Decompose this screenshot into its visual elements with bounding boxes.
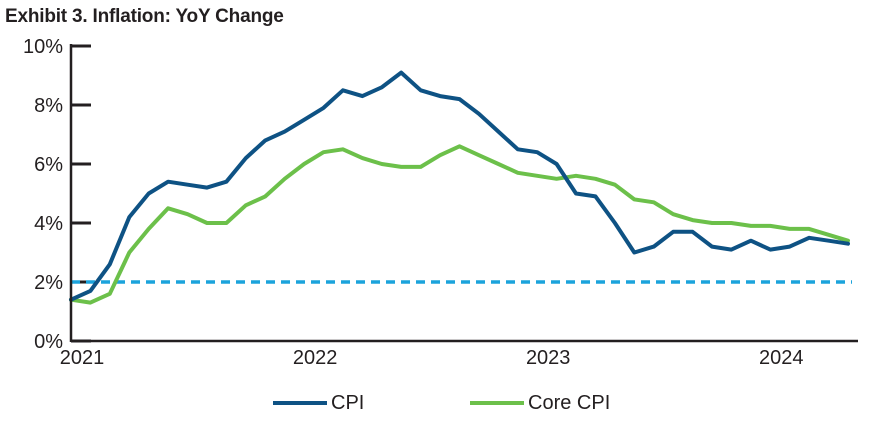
legend-item-core-cpi: Core CPI [470,390,610,416]
legend-swatch-core-cpi [470,401,524,405]
y-tick-label: 8% [34,95,63,117]
legend-item-cpi: CPI [273,390,364,416]
y-tick-label: 6% [34,154,63,176]
x-axis-ticks: 2021 2022 2023 2024 [60,347,804,369]
series-line-core-cpi [69,144,850,305]
x-tick-label: 2024 [759,347,804,369]
series-layer [69,70,850,305]
x-tick-label: 2022 [293,347,338,369]
x-tick-label: 2023 [526,347,571,369]
series-line-cpi [69,70,850,302]
y-tick-label: 10% [23,36,63,58]
y-tick-label: 2% [34,272,63,294]
legend-swatch-cpi [273,401,327,405]
y-tick-label: 0% [34,331,63,353]
y-tick-label: 4% [34,213,63,235]
x-tick-label: 2021 [60,347,105,369]
chart-title: Exhibit 3. Inflation: YoY Change [5,6,284,27]
legend-label-cpi: CPI [331,391,365,414]
legend-label-core-cpi: Core CPI [528,391,611,414]
y-axis-ticks: 0% 2% 4% 6% 8% 10% [23,36,91,353]
